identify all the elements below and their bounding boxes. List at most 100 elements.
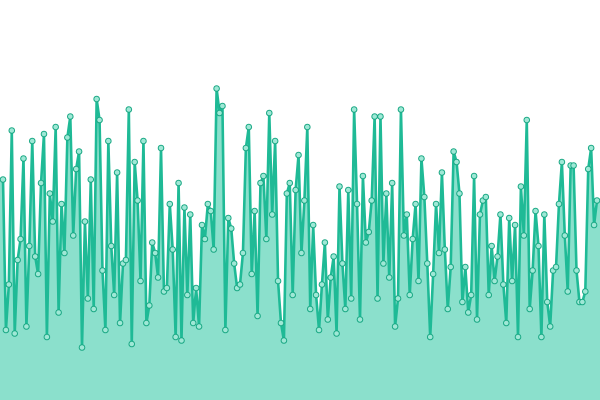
data-point [298, 249, 305, 257]
data-point [403, 211, 411, 218]
data-point [90, 305, 98, 313]
data-point [385, 274, 393, 281]
data-point [353, 200, 361, 208]
data-point [271, 137, 279, 145]
data-point [154, 274, 162, 281]
data-point [421, 193, 428, 201]
data-point [456, 190, 463, 197]
data-point [362, 239, 370, 246]
data-point [541, 211, 548, 218]
data-point [227, 225, 235, 232]
data-point [391, 323, 399, 330]
data-point [148, 239, 156, 246]
data-point [482, 193, 490, 201]
data-point [464, 309, 472, 316]
data-point [49, 218, 57, 225]
data-point [5, 281, 13, 288]
data-point [462, 263, 469, 271]
data-point [58, 200, 65, 208]
data-point [295, 151, 302, 159]
data-point [157, 144, 165, 152]
data-point [535, 242, 542, 250]
data-point [207, 207, 215, 215]
data-point [321, 239, 329, 246]
data-point [17, 235, 24, 243]
data-point [546, 323, 554, 330]
data-point [529, 267, 536, 274]
data-point [432, 200, 440, 208]
data-point [347, 295, 355, 302]
data-point [558, 158, 566, 166]
data-point [380, 260, 387, 267]
data-point [178, 337, 185, 344]
data-point [195, 323, 203, 330]
data-point [280, 337, 288, 344]
data-point [444, 305, 452, 313]
data-point [388, 179, 396, 187]
data-point [210, 246, 217, 253]
data-point [441, 246, 449, 253]
data-point [538, 333, 545, 341]
data-point [473, 316, 481, 323]
data-point [371, 113, 378, 120]
data-point [216, 109, 223, 117]
data-point [301, 197, 308, 204]
data-point [394, 295, 402, 302]
data-point [166, 200, 174, 208]
data-point [429, 270, 437, 278]
data-point [579, 298, 586, 306]
data-point [289, 291, 296, 299]
data-point [330, 253, 337, 260]
data-point [230, 260, 238, 267]
data-point [277, 319, 285, 327]
data-point [342, 305, 349, 313]
data-point [175, 179, 182, 187]
data-point [584, 165, 592, 173]
data-point [265, 109, 273, 117]
data-point [333, 330, 340, 337]
data-point [315, 326, 323, 334]
data-point [485, 291, 493, 299]
data-point [236, 281, 244, 288]
data-point [312, 291, 320, 299]
data-point [488, 242, 495, 250]
data-point [318, 281, 326, 288]
data-point [0, 176, 7, 183]
data-point [116, 319, 124, 327]
data-point [213, 85, 220, 92]
data-point [67, 113, 74, 120]
data-point [406, 291, 414, 299]
data-point [517, 183, 525, 190]
data-point [532, 207, 539, 215]
data-point [450, 148, 457, 155]
data-point [113, 169, 121, 176]
data-point [96, 116, 103, 124]
data-point [248, 270, 256, 278]
data-point [64, 134, 71, 141]
data-point [184, 291, 191, 299]
data-point [20, 155, 27, 162]
data-point [11, 330, 18, 337]
data-point [409, 235, 416, 243]
data-point [23, 323, 30, 330]
data-point [573, 267, 580, 274]
data-point [324, 316, 332, 323]
data-point [37, 179, 45, 187]
data-point [491, 277, 498, 285]
data-point [131, 158, 138, 166]
data-point [593, 197, 600, 204]
data-point [505, 214, 513, 222]
data-point [69, 232, 77, 239]
data-point [125, 106, 133, 113]
data-point [110, 291, 118, 299]
data-point [497, 211, 504, 218]
data-point [377, 113, 384, 120]
data-point [198, 221, 206, 229]
data-point [61, 249, 68, 257]
data-point [494, 253, 501, 260]
data-point [511, 221, 519, 229]
data-point [219, 102, 226, 110]
data-point [251, 207, 258, 215]
data-point [105, 137, 112, 145]
